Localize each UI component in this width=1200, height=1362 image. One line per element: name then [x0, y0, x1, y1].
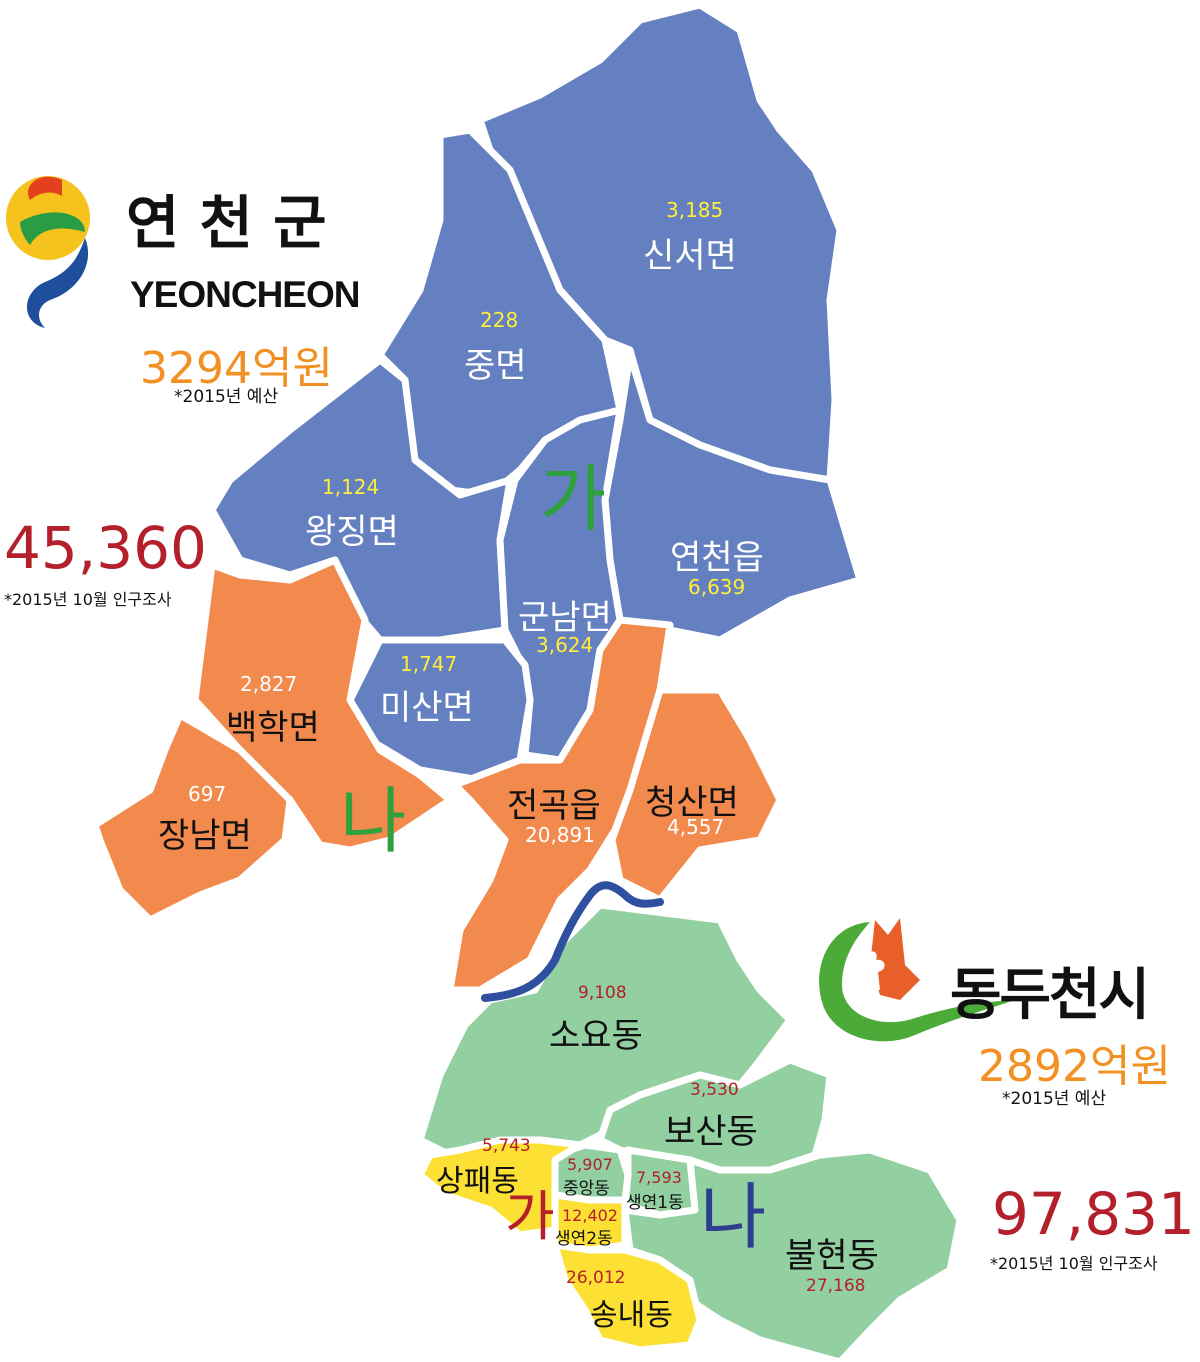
dongducheon-budget-note: *2015년 예산: [1002, 1089, 1107, 1109]
pop-jeongok: 20,891: [525, 823, 595, 847]
name-bosan: 보산동: [664, 1112, 758, 1152]
name-saengyeon2: 생연2동: [555, 1229, 613, 1249]
yeoncheon-budget-note: *2015년 예산: [174, 387, 279, 407]
yeoncheon-population: 45,360: [4, 514, 207, 582]
dongducheon-budget: 2892억원: [978, 1041, 1171, 1092]
pop-jungang: 5,907: [567, 1155, 613, 1174]
group-label-yeoncheon-ga: 가: [540, 457, 607, 541]
pop-wangjing: 1,124: [322, 475, 380, 499]
pop-soyo: 9,108: [578, 983, 627, 1003]
group-label-yeoncheon-na: 나: [340, 779, 407, 863]
pop-baekhak: 2,827: [240, 672, 298, 696]
name-songnae: 송내동: [590, 1298, 673, 1333]
river: [481, 881, 664, 1002]
pop-sangpae: 5,743: [482, 1136, 531, 1156]
name-yeoncheon-eup: 연천읍: [670, 538, 764, 578]
dongducheon-population: 97,831: [992, 1180, 1195, 1248]
region-songnae[interactable]: [551, 1241, 704, 1354]
pop-bulhyeon: 27,168: [806, 1276, 866, 1296]
pop-misan: 1,747: [400, 652, 458, 676]
name-jungang: 중앙동: [563, 1179, 610, 1199]
pop-cheongsan: 4,557: [667, 815, 725, 839]
name-jeongok: 전곡읍: [507, 786, 601, 826]
name-soyo: 소요동: [549, 1016, 643, 1056]
dongducheon-population-note: *2015년 10월 인구조사: [990, 1254, 1158, 1273]
pop-songnae: 26,012: [566, 1268, 626, 1288]
dongducheon-name: 동두천시: [950, 963, 1150, 1028]
name-saengyeon1: 생연1동: [626, 1193, 684, 1213]
group-label-dongducheon-na: 나: [700, 1175, 767, 1259]
yeoncheon-budget: 3294억원: [140, 343, 333, 394]
pop-sinseo: 3,185: [666, 198, 724, 222]
pop-saengyeon1: 7,593: [636, 1168, 682, 1187]
region-cheongsan[interactable]: [608, 686, 784, 904]
name-sangpae: 상패동: [436, 1164, 519, 1199]
name-cheongsan: 청산면: [645, 783, 739, 823]
yeoncheon-swirl-logo: [6, 176, 90, 328]
name-jangnam: 장남면: [158, 816, 252, 856]
name-sinseo: 신서면: [643, 236, 737, 276]
dongducheon-leaf-logo: [819, 918, 1015, 1042]
pop-gunnam: 3,624: [536, 633, 594, 657]
pop-jangnam: 697: [188, 782, 227, 806]
yeoncheon-population-note: *2015년 10월 인구조사: [4, 590, 172, 609]
region-jangnam[interactable]: [91, 711, 294, 924]
pop-bosan: 3,530: [690, 1080, 739, 1100]
pop-jung: 228: [480, 308, 519, 332]
pop-yeoncheon-eup: 6,639: [688, 575, 746, 599]
name-baekhak: 백학면: [226, 708, 320, 748]
name-bulhyeon: 불현동: [785, 1236, 879, 1276]
region-sinseo[interactable]: [476, 1, 844, 484]
name-jung: 중면: [464, 346, 527, 386]
yeoncheon-name: 연 천 군: [126, 189, 327, 257]
group-label-dongducheon-ga: 가: [505, 1185, 555, 1248]
name-misan: 미산면: [380, 688, 474, 728]
pop-saengyeon2: 12,402: [562, 1206, 618, 1225]
name-wangjing: 왕징면: [305, 512, 399, 552]
name-gunnam: 군남면: [518, 598, 612, 638]
yeoncheon-name-en: YEONCHEON: [130, 274, 360, 315]
